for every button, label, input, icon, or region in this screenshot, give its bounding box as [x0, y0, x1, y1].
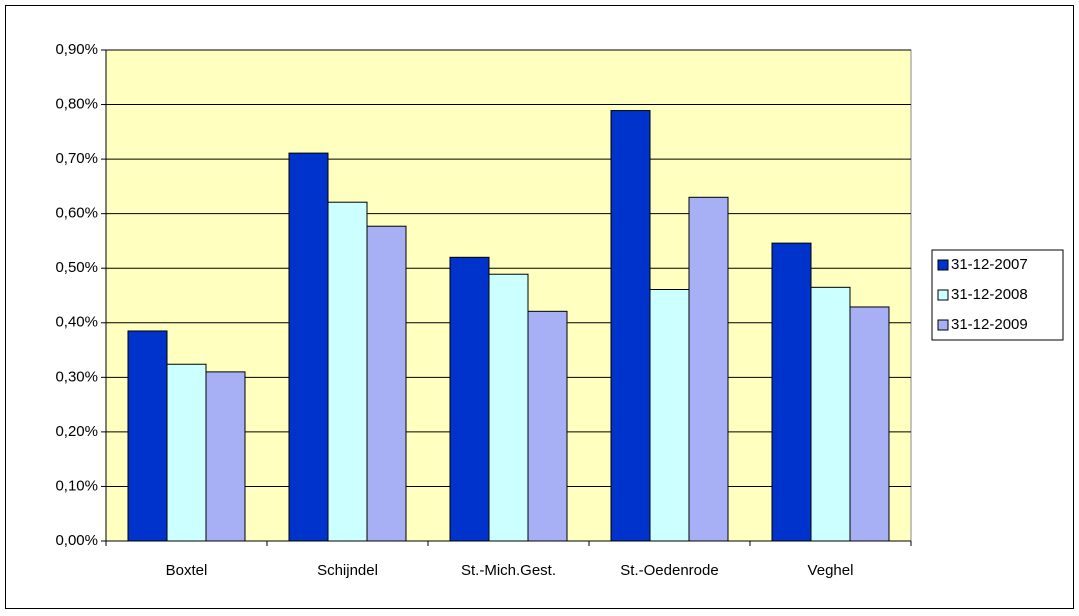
legend-swatch	[937, 319, 949, 331]
legend-label: 31-12-2008	[951, 286, 1028, 303]
y-tick-label: 0,60%	[55, 205, 98, 222]
y-tick-label: 0,70%	[55, 150, 98, 167]
bar	[288, 152, 329, 542]
bar	[205, 371, 246, 542]
legend-swatch	[937, 259, 949, 271]
bar	[366, 225, 407, 542]
bar	[688, 196, 729, 542]
x-tick-label: Veghel	[808, 562, 854, 579]
bar	[488, 273, 529, 542]
bar	[449, 256, 490, 542]
y-tick-label: 0,80%	[55, 96, 98, 113]
bar	[610, 110, 651, 542]
bar	[327, 201, 368, 542]
legend-box	[931, 249, 1064, 341]
x-tick-label: Schijndel	[317, 562, 378, 579]
y-tick-label: 0,50%	[55, 259, 98, 276]
bar	[810, 286, 851, 542]
legend-label: 31-12-2009	[951, 316, 1028, 333]
x-tick-label: Boxtel	[166, 562, 208, 579]
bar	[849, 306, 890, 542]
bar	[649, 288, 690, 542]
bar	[771, 242, 812, 542]
y-tick-label: 0,30%	[55, 368, 98, 385]
x-tick-label: St.-Oedenrode	[620, 562, 718, 579]
bar	[527, 310, 568, 542]
y-tick-label: 0,20%	[55, 423, 98, 440]
legend-label: 31-12-2007	[951, 256, 1028, 273]
y-tick-label: 0,90%	[55, 41, 98, 58]
y-tick-label: 0,40%	[55, 314, 98, 331]
y-tick-label: 0,00%	[55, 532, 98, 549]
y-tick-label: 0,10%	[55, 477, 98, 494]
bar	[127, 330, 168, 542]
bar	[166, 363, 207, 542]
x-tick-label: St.-Mich.Gest.	[461, 562, 556, 579]
legend-swatch	[937, 289, 949, 301]
